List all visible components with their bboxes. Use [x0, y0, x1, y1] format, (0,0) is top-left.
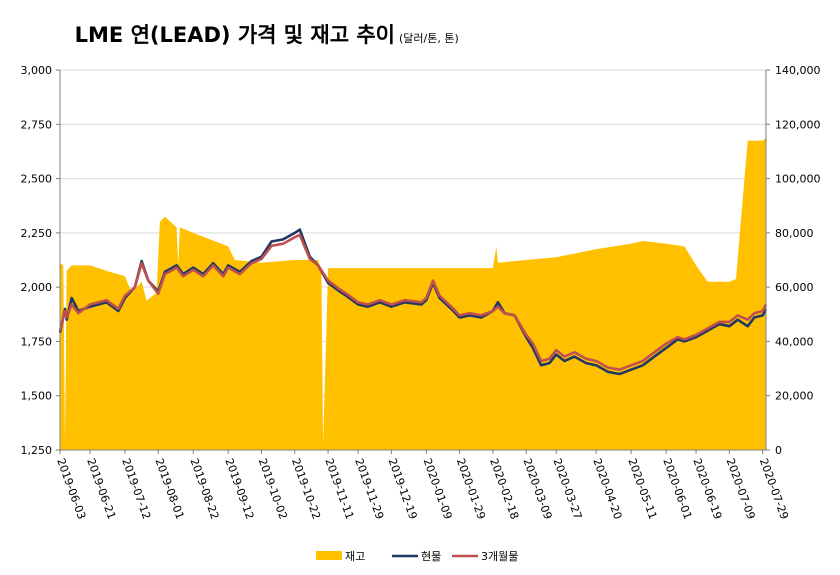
x-tick-label: 2019-10-22	[289, 457, 323, 522]
legend-item-stock: 재고	[316, 550, 365, 563]
y-right-tick-label: 140,000	[775, 64, 821, 77]
series-stock-area	[60, 137, 766, 450]
x-tick-label: 2020-03-09	[520, 457, 554, 522]
x-tick-label: 2020-07-29	[757, 457, 791, 522]
x-tick-label: 2020-01-09	[421, 457, 455, 522]
series-three-month-line	[58, 233, 768, 372]
x-tick-label: 2019-12-19	[386, 457, 420, 522]
x-tick-label: 2019-11-29	[352, 457, 386, 522]
x-tick-label: 2019-07-12	[119, 457, 153, 522]
x-tick-label: 2019-08-22	[187, 457, 221, 522]
stock-area-layer	[60, 137, 766, 450]
legend-label: 현물	[421, 550, 441, 563]
y-left-tick-label: 1,250	[21, 444, 53, 457]
x-tick-label: 2020-02-18	[487, 457, 521, 522]
y-right-tick-label: 0	[775, 444, 782, 457]
legend-item-three-month: 3개월물	[452, 550, 518, 563]
x-tick-label: 2019-06-21	[84, 457, 118, 522]
x-tick-label: 2019-08-01	[152, 457, 186, 522]
y-left-tick-label: 2,250	[21, 227, 53, 240]
y-left-tick-label: 1,750	[21, 335, 53, 348]
y-right-tick-label: 120,000	[775, 118, 821, 131]
x-tick-label: 2020-06-19	[690, 457, 724, 522]
price-lines-layer	[58, 228, 768, 376]
x-tick-label: 2020-01-29	[454, 457, 488, 522]
y-right-tick-label: 60,000	[775, 281, 814, 294]
x-tick-label: 2020-04-20	[590, 457, 624, 522]
legend: 재고 현물 3개월물	[316, 550, 518, 563]
y-right-tick-label: 40,000	[775, 335, 814, 348]
x-tick-label: 2019-06-03	[54, 457, 88, 522]
chart-unit-label: (달러/톤, 톤)	[399, 32, 459, 45]
x-tick-label: 2020-05-11	[625, 457, 659, 522]
y-right-tick-label: 100,000	[775, 173, 821, 186]
legend-item-cash: 현물	[392, 550, 441, 563]
y-left-tick-label: 2,000	[21, 281, 53, 294]
legend-swatch	[316, 551, 342, 560]
y-left-tick-label: 2,750	[21, 118, 53, 131]
x-tick-label: 2019-09-12	[222, 457, 256, 522]
y-right-tick-label: 80,000	[775, 227, 814, 240]
y-left-tick-label: 1,500	[21, 390, 53, 403]
chart-title: LME 연(LEAD) 가격 및 재고 추이	[75, 23, 395, 47]
x-tick-label: 2019-11-11	[322, 457, 356, 522]
x-tick-label: 2019-10-02	[256, 457, 290, 522]
legend-label: 재고	[345, 550, 365, 563]
x-tick-label: 2020-03-27	[550, 457, 584, 522]
y-left-tick-label: 3,000	[21, 64, 53, 77]
x-tick-label: 2020-06-01	[660, 457, 694, 522]
x-tick-label: 2020-07-09	[724, 457, 758, 522]
y-left-tick-label: 2,500	[21, 173, 53, 186]
legend-label: 3개월물	[481, 550, 518, 563]
y-right-tick-label: 20,000	[775, 390, 814, 403]
